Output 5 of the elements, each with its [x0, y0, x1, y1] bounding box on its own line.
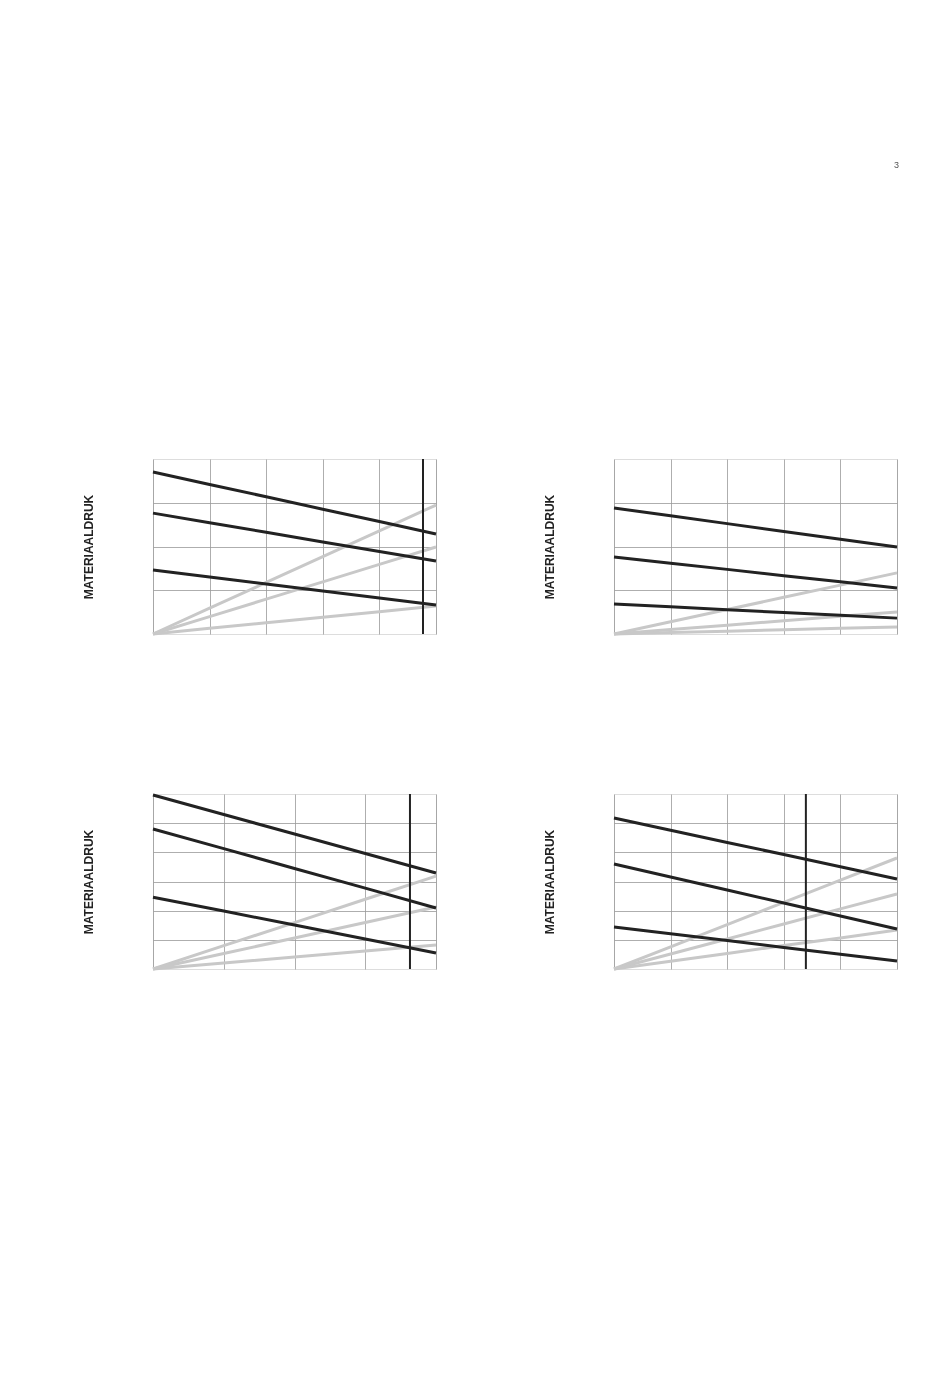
y-axis-title: MATERIAALDRUK [81, 494, 96, 600]
y-axis-title: MATERIAALDRUK [542, 494, 557, 600]
y-axis-title: MATERIAALDRUK [81, 829, 96, 935]
text: 3 [893, 159, 899, 170]
y-axis-title: MATERIAALDRUK [542, 829, 557, 935]
